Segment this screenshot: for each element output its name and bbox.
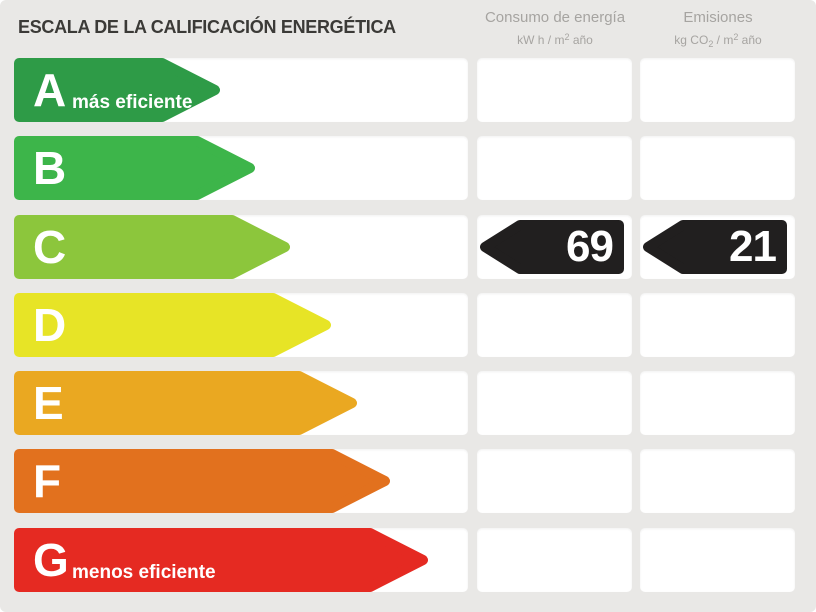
- grade-arrow-icon: [14, 449, 390, 514]
- efficiency-label: menos eficiente: [72, 561, 216, 583]
- consumption-cell: [477, 527, 632, 592]
- emissions-cell: [640, 527, 795, 592]
- emissions-cell: [640, 292, 795, 357]
- grade-letter: B: [33, 142, 67, 195]
- scale-row-b: B: [14, 136, 802, 201]
- consumption-column-label: Consumo de energía: [484, 9, 626, 26]
- unit-text: año: [569, 33, 593, 47]
- unit-text: kW h / m: [517, 33, 565, 47]
- column-header-emissions: Emisiones kg CO2 / m2 año: [640, 9, 796, 49]
- grade-arrow-icon: [14, 136, 255, 201]
- consumption-cell: [477, 292, 632, 357]
- page-title: ESCALA DE LA CALIFICACIÓN ENERGÉTICA: [18, 17, 396, 37]
- emissions-cell: [640, 58, 795, 122]
- consumption-value-arrow: 69: [480, 219, 625, 274]
- unit-text: año: [738, 33, 762, 47]
- left-arrow-icon: [480, 219, 624, 274]
- consumption-cell: [477, 58, 632, 122]
- emissions-cell: [640, 136, 795, 201]
- scale-row-a: A más eficiente: [14, 58, 802, 122]
- rating-value: 21: [729, 221, 777, 271]
- efficiency-label: más eficiente: [72, 92, 193, 113]
- unit-text: kg CO: [674, 33, 709, 47]
- grade-arrow-icon: [14, 527, 428, 592]
- consumption-cell: [477, 136, 632, 201]
- grade-letter: E: [33, 377, 64, 430]
- emissions-cell: [640, 371, 795, 436]
- grade-arrow-icon: [14, 292, 331, 357]
- scale-row-e: E: [14, 371, 802, 436]
- rating-scale: A más eficiente B C 69 21: [14, 58, 802, 592]
- consumption-cell: [477, 449, 632, 514]
- grade-letter: C: [33, 220, 67, 273]
- rating-value: 69: [566, 221, 614, 271]
- grade-letter: G: [33, 533, 69, 586]
- grade-letter: A: [33, 64, 67, 116]
- unit-superscript: 2: [564, 32, 570, 42]
- consumption-cell: [477, 371, 632, 436]
- grade-letter: F: [33, 455, 62, 508]
- emissions-column-label: Emisiones: [683, 9, 753, 26]
- scale-row-g: G menos eficiente: [14, 527, 802, 592]
- unit-subscript: 2: [708, 39, 714, 49]
- grade-letter: D: [33, 298, 67, 351]
- emissions-column-unit: kg CO2 / m2 año: [640, 32, 796, 49]
- unit-superscript: 2: [733, 32, 739, 42]
- scale-row-c: C 69 21: [14, 214, 802, 279]
- unit-text: / m: [713, 33, 734, 47]
- left-arrow-icon: [643, 219, 787, 274]
- grade-arrow-icon: [14, 371, 357, 436]
- emissions-value-arrow: 21: [643, 219, 788, 274]
- emissions-cell: [640, 449, 795, 514]
- scale-row-d: D: [14, 292, 802, 357]
- consumption-column-unit: kW h / m2 año: [477, 32, 633, 47]
- column-header-consumption: Consumo de energía kW h / m2 año: [477, 9, 633, 47]
- scale-row-f: F: [14, 449, 802, 514]
- grade-arrow-icon: [14, 58, 220, 122]
- grade-arrow-icon: [14, 214, 290, 279]
